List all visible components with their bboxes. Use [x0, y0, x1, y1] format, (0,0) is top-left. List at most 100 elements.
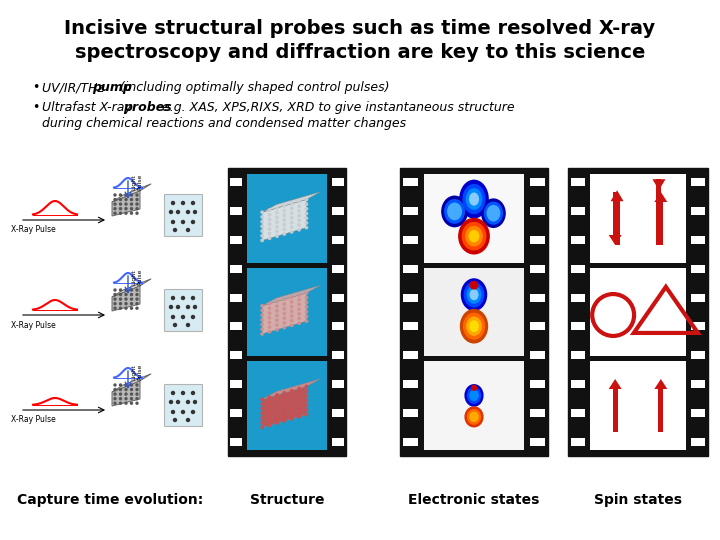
Text: e.g. XAS, XPS,RIXS, XRD to give instantaneous structure: e.g. XAS, XPS,RIXS, XRD to give instanta… [158, 102, 514, 114]
Circle shape [290, 389, 293, 392]
Circle shape [290, 202, 293, 205]
Circle shape [298, 224, 300, 226]
Circle shape [290, 320, 293, 322]
Circle shape [276, 408, 278, 410]
Circle shape [261, 220, 264, 223]
Bar [164, 384, 202, 426]
Bar [228, 168, 346, 456]
Circle shape [290, 324, 293, 327]
Text: probes: probes [123, 102, 171, 114]
Circle shape [261, 230, 264, 232]
Circle shape [136, 208, 138, 210]
Circle shape [269, 302, 271, 305]
Ellipse shape [441, 195, 468, 227]
Circle shape [136, 384, 138, 386]
Bar [403, 437, 418, 446]
Circle shape [261, 225, 264, 227]
Circle shape [130, 199, 132, 200]
Circle shape [298, 406, 300, 409]
Bar [691, 265, 705, 273]
Text: X-Ray Pulse: X-Ray Pulse [11, 226, 55, 234]
Circle shape [194, 401, 197, 403]
Circle shape [305, 310, 307, 313]
Bar [230, 207, 242, 215]
Circle shape [192, 315, 194, 319]
Polygon shape [654, 192, 667, 202]
Bar [571, 380, 585, 388]
Circle shape [114, 203, 116, 205]
Circle shape [276, 212, 278, 214]
Bar [590, 268, 685, 356]
Circle shape [125, 194, 127, 196]
Ellipse shape [484, 201, 503, 225]
Circle shape [120, 397, 122, 400]
Circle shape [181, 296, 184, 300]
Bar [230, 178, 242, 186]
Circle shape [171, 201, 174, 205]
Circle shape [283, 219, 286, 221]
Polygon shape [608, 379, 621, 389]
Circle shape [125, 389, 127, 390]
Bar [530, 351, 545, 359]
Circle shape [136, 212, 138, 214]
Text: Structure: Structure [250, 493, 324, 507]
Bar [691, 351, 705, 359]
Circle shape [261, 211, 264, 213]
Circle shape [269, 223, 271, 225]
Bar [403, 322, 418, 330]
Circle shape [174, 418, 176, 422]
Bar [230, 265, 242, 273]
Circle shape [125, 208, 127, 210]
Bar [332, 294, 343, 302]
Circle shape [305, 226, 307, 229]
Ellipse shape [471, 384, 477, 391]
Bar [332, 207, 343, 215]
Circle shape [298, 303, 300, 306]
Circle shape [305, 292, 307, 294]
Circle shape [130, 307, 132, 309]
Circle shape [283, 224, 286, 226]
Ellipse shape [467, 409, 481, 425]
Bar [164, 289, 202, 331]
Ellipse shape [469, 192, 479, 206]
Circle shape [114, 384, 116, 386]
Circle shape [276, 216, 278, 219]
Circle shape [181, 220, 184, 224]
Polygon shape [112, 381, 140, 406]
Bar [230, 380, 242, 388]
Circle shape [298, 318, 300, 320]
Circle shape [114, 302, 116, 305]
Circle shape [261, 333, 264, 335]
Bar [230, 409, 242, 417]
Bar [230, 351, 242, 359]
Bar [530, 322, 545, 330]
Bar [613, 389, 618, 432]
Circle shape [192, 410, 194, 414]
Circle shape [269, 218, 271, 221]
Circle shape [130, 294, 132, 295]
Circle shape [174, 323, 176, 327]
Ellipse shape [469, 390, 479, 401]
Circle shape [136, 307, 138, 309]
Circle shape [276, 235, 278, 238]
Circle shape [298, 299, 300, 301]
Ellipse shape [487, 205, 500, 221]
Circle shape [276, 309, 278, 312]
Circle shape [283, 308, 286, 310]
Circle shape [290, 226, 293, 228]
Circle shape [283, 420, 286, 422]
Circle shape [276, 305, 278, 307]
Bar [423, 268, 524, 356]
Ellipse shape [463, 313, 485, 340]
Bar [530, 178, 545, 186]
Circle shape [192, 201, 194, 205]
Ellipse shape [469, 230, 480, 242]
Circle shape [130, 402, 132, 404]
Bar [590, 268, 685, 356]
Circle shape [305, 414, 307, 416]
Circle shape [290, 310, 293, 313]
Circle shape [283, 210, 286, 212]
Bar [403, 294, 418, 302]
Bar [423, 361, 524, 450]
Circle shape [276, 394, 278, 396]
